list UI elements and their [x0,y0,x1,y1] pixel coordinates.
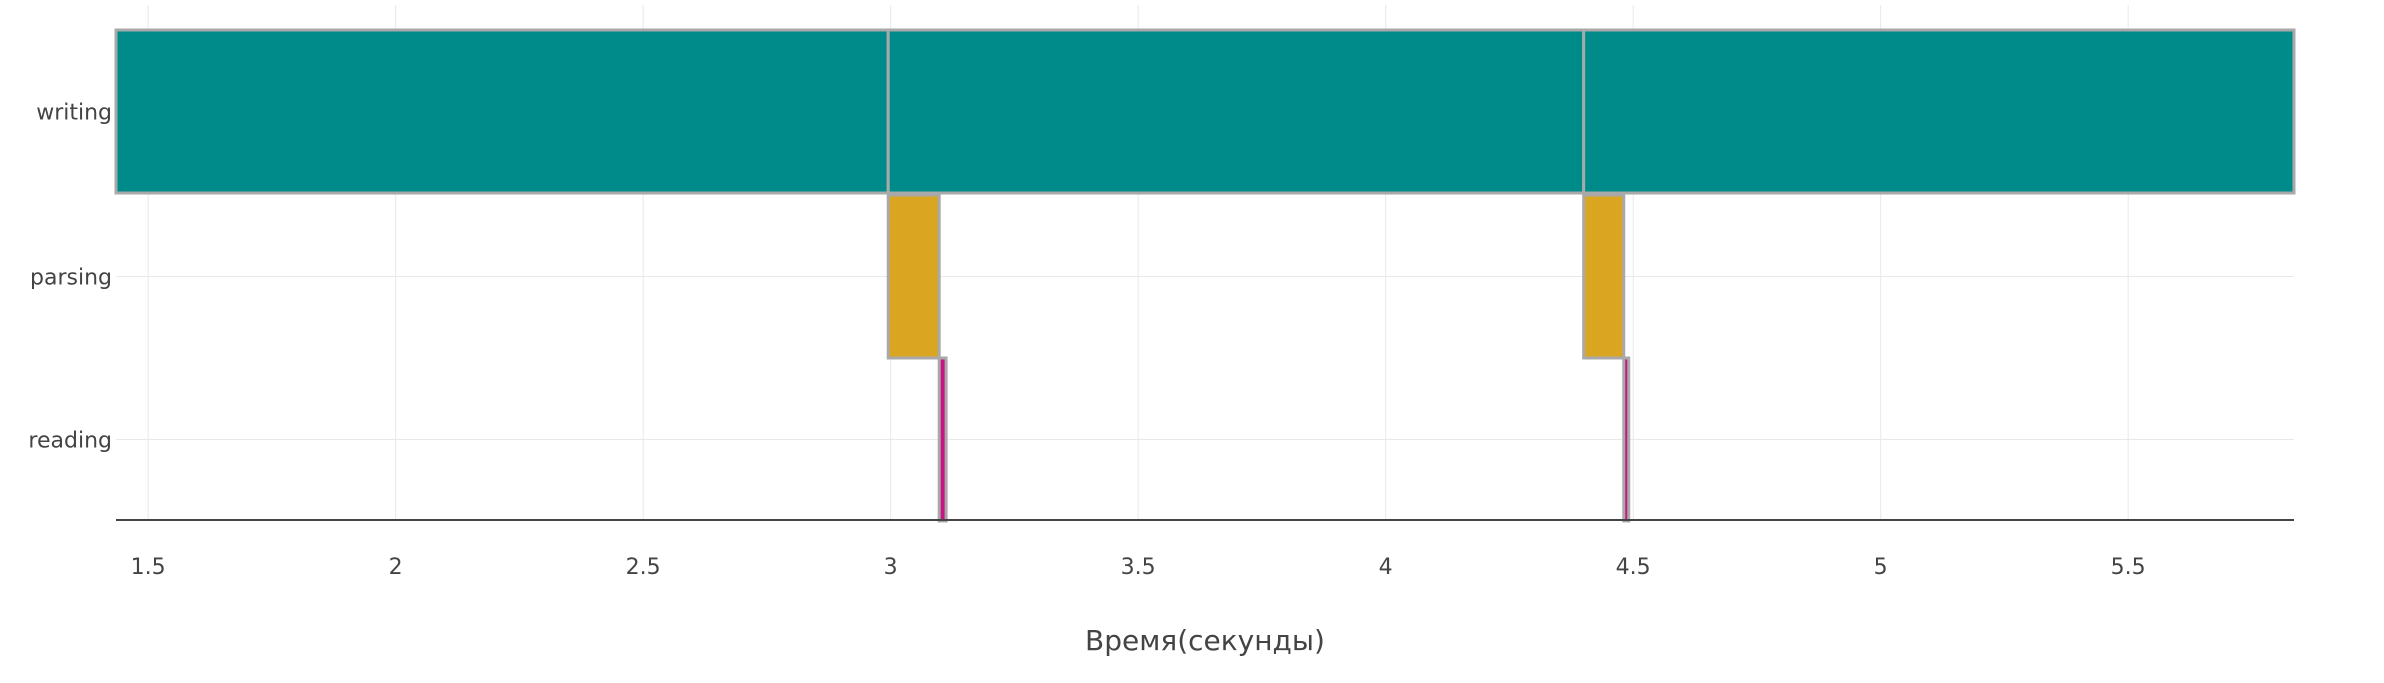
y-category-label-writing: writing [36,101,112,126]
task-bar-writing [114,28,890,195]
x-tick-label: 4.5 [1616,555,1651,580]
x-tick-label: 1.5 [131,555,166,580]
y-category-label-reading: reading [28,429,112,454]
task-bar-parsing [886,193,941,360]
x-tick-label: 3 [884,555,898,580]
x-tick-label: 2.5 [626,555,661,580]
x-tick-label: 5.5 [2111,555,2146,580]
x-tick-label: 3.5 [1121,555,1156,580]
task-bar-reading [1622,356,1631,523]
x-tick-label: 5 [1874,555,1888,580]
task-bar-reading [937,356,948,523]
axis-layer: 1.5 2 2.5 3 3.5 4 4.5 5 5.5 writing parsing reading [28,101,2294,580]
task-bar-parsing [1582,193,1626,360]
x-tick-label: 2 [389,555,403,580]
task-bar-writing [1582,28,2296,195]
bar-layer [114,28,2296,523]
x-axis-title: Время(секунды) [1085,624,1325,657]
task-bar-writing [886,28,1586,195]
x-tick-label: 4 [1379,555,1393,580]
y-category-label-parsing: parsing [30,266,112,291]
